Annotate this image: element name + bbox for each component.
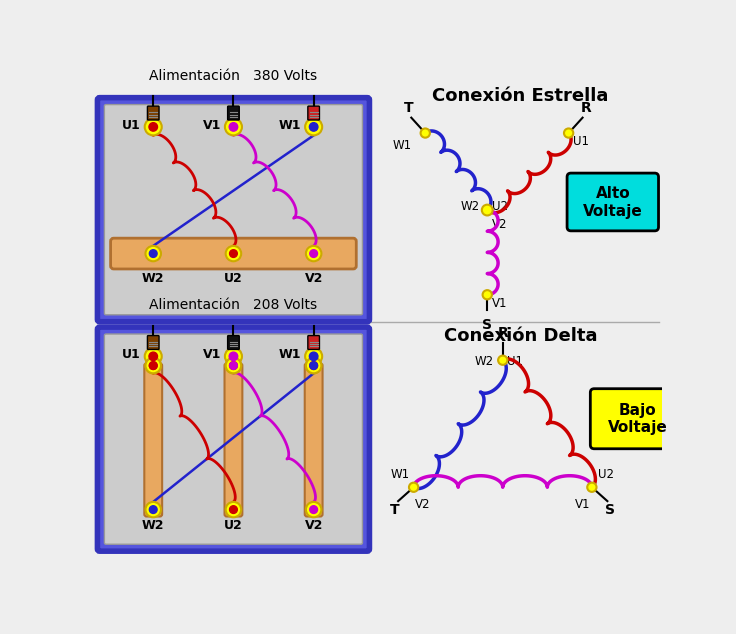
- FancyBboxPatch shape: [227, 106, 239, 120]
- Circle shape: [310, 506, 317, 514]
- Circle shape: [498, 356, 507, 365]
- Circle shape: [146, 246, 161, 261]
- Text: U1: U1: [122, 119, 141, 132]
- Circle shape: [225, 348, 242, 365]
- Circle shape: [226, 358, 241, 373]
- Text: U2: U2: [224, 519, 243, 532]
- Circle shape: [229, 352, 238, 361]
- Text: W1: W1: [391, 468, 410, 481]
- Circle shape: [226, 358, 241, 373]
- Circle shape: [149, 362, 157, 370]
- Text: U2: U2: [492, 200, 508, 214]
- FancyBboxPatch shape: [567, 173, 659, 231]
- FancyBboxPatch shape: [105, 105, 362, 314]
- Text: V2: V2: [492, 217, 507, 231]
- Text: T: T: [390, 503, 400, 517]
- Circle shape: [306, 358, 322, 373]
- Circle shape: [226, 246, 241, 261]
- Text: W1: W1: [279, 348, 301, 361]
- FancyBboxPatch shape: [97, 98, 369, 321]
- Circle shape: [310, 362, 317, 370]
- Circle shape: [306, 358, 322, 373]
- Circle shape: [145, 348, 162, 365]
- Text: Alimentación   208 Volts: Alimentación 208 Volts: [149, 299, 317, 313]
- Circle shape: [230, 250, 237, 257]
- Circle shape: [146, 358, 161, 373]
- Text: V2: V2: [415, 498, 431, 511]
- FancyBboxPatch shape: [147, 335, 159, 349]
- Circle shape: [230, 362, 237, 370]
- Circle shape: [230, 362, 237, 370]
- Text: V2: V2: [305, 272, 323, 285]
- Circle shape: [310, 250, 317, 257]
- Circle shape: [587, 482, 596, 492]
- Text: V1: V1: [492, 297, 507, 310]
- FancyBboxPatch shape: [224, 363, 242, 517]
- Circle shape: [226, 502, 241, 517]
- Text: R: R: [498, 326, 508, 340]
- Circle shape: [564, 129, 573, 138]
- Text: U1: U1: [506, 355, 523, 368]
- Circle shape: [149, 362, 157, 370]
- Text: V1: V1: [202, 119, 221, 132]
- Circle shape: [310, 362, 317, 370]
- Text: V1: V1: [202, 348, 221, 361]
- FancyBboxPatch shape: [144, 363, 162, 517]
- Circle shape: [483, 290, 492, 299]
- Text: Conexión Delta: Conexión Delta: [444, 327, 598, 345]
- Circle shape: [146, 502, 161, 517]
- FancyBboxPatch shape: [105, 334, 362, 544]
- Text: U1: U1: [122, 348, 141, 361]
- Circle shape: [149, 250, 157, 257]
- Circle shape: [420, 129, 430, 138]
- Text: U2: U2: [598, 468, 614, 481]
- FancyBboxPatch shape: [97, 327, 369, 551]
- Text: U2: U2: [224, 272, 243, 285]
- Text: S: S: [606, 503, 615, 517]
- Text: V2: V2: [305, 519, 323, 532]
- Circle shape: [149, 506, 157, 514]
- Circle shape: [145, 119, 162, 136]
- Circle shape: [482, 205, 492, 216]
- Circle shape: [309, 122, 318, 131]
- Text: W1: W1: [392, 139, 411, 152]
- Circle shape: [309, 352, 318, 361]
- Circle shape: [306, 246, 322, 261]
- FancyBboxPatch shape: [379, 81, 658, 320]
- Text: T: T: [403, 101, 413, 115]
- Circle shape: [229, 122, 238, 131]
- Circle shape: [306, 502, 322, 517]
- Text: W2: W2: [474, 355, 493, 368]
- Text: Conexión Estrella: Conexión Estrella: [432, 87, 609, 105]
- Circle shape: [230, 506, 237, 514]
- FancyBboxPatch shape: [590, 389, 685, 449]
- Text: V1: V1: [575, 498, 590, 511]
- Text: R: R: [580, 101, 591, 115]
- Text: U1: U1: [573, 136, 589, 148]
- FancyBboxPatch shape: [227, 335, 239, 349]
- Circle shape: [146, 358, 161, 373]
- Text: Alto
Voltaje: Alto Voltaje: [583, 186, 643, 219]
- Text: Alimentación   380 Volts: Alimentación 380 Volts: [149, 69, 317, 83]
- Circle shape: [225, 119, 242, 136]
- FancyBboxPatch shape: [147, 106, 159, 120]
- Text: Bajo
Voltaje: Bajo Voltaje: [608, 403, 668, 435]
- FancyBboxPatch shape: [308, 106, 319, 120]
- Circle shape: [409, 482, 418, 492]
- Circle shape: [305, 348, 322, 365]
- Text: S: S: [482, 318, 492, 332]
- Circle shape: [149, 352, 158, 361]
- FancyBboxPatch shape: [308, 335, 319, 349]
- Circle shape: [149, 122, 158, 131]
- Text: W2: W2: [142, 519, 164, 532]
- Text: W1: W1: [279, 119, 301, 132]
- Text: W2: W2: [142, 272, 164, 285]
- FancyBboxPatch shape: [110, 238, 356, 269]
- Circle shape: [305, 119, 322, 136]
- Text: W2: W2: [461, 200, 479, 214]
- FancyBboxPatch shape: [305, 363, 322, 517]
